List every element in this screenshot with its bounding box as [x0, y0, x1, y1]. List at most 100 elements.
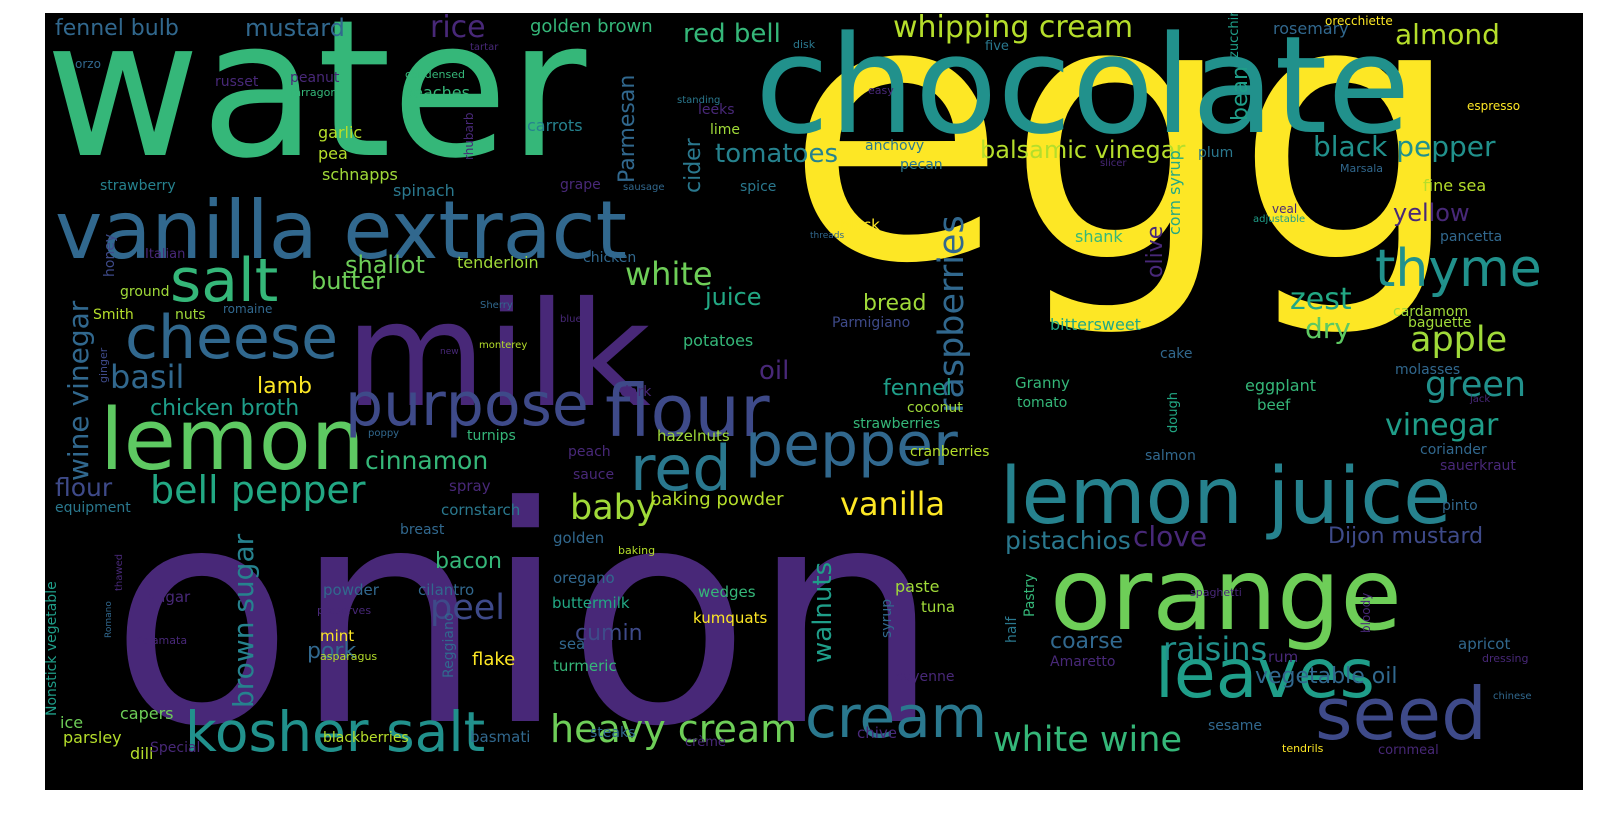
word-spinach: spinach	[393, 181, 455, 200]
word-dill: dill	[130, 744, 154, 763]
word-shallot: shallot	[345, 251, 425, 279]
word-white-wine: white wine	[993, 720, 1182, 760]
word-reggiano: Reggiano	[441, 612, 457, 678]
word-molasses: molasses	[1395, 362, 1461, 378]
word-rosemary: rosemary	[1273, 19, 1349, 38]
word-spaghetti: spaghetti	[1190, 586, 1242, 599]
word-cornstarch: cornstarch	[441, 501, 521, 519]
word-tarragon: tarragon	[290, 86, 338, 99]
word-fine-sea: fine sea	[1423, 176, 1487, 195]
word-sugar: sugar	[148, 588, 191, 606]
word-dark: dark	[620, 384, 652, 400]
word-spray: spray	[449, 477, 491, 495]
word-butter: butter	[311, 267, 385, 295]
word-new: new	[440, 347, 459, 357]
word-orange: orange	[1050, 536, 1402, 653]
word-white: white	[625, 255, 713, 293]
word-sesame: sesame	[1208, 718, 1263, 734]
word-bloody: bloody	[1359, 592, 1373, 633]
word-tuna: tuna	[921, 598, 956, 616]
word-steaks: steaks	[590, 725, 636, 741]
word-blue: blue	[560, 314, 582, 325]
word-clove: clove	[1133, 520, 1208, 553]
word-parmigiano: Parmigiano	[832, 315, 911, 331]
word-baking-powder: baking powder	[650, 489, 784, 510]
word-onion: onion	[110, 443, 941, 790]
word-espresso: espresso	[1467, 99, 1521, 113]
word-spice: spice	[740, 179, 777, 195]
word-adjustable: adjustable	[1253, 214, 1306, 225]
word-corn-syrup: corn syrup	[1165, 150, 1184, 235]
word-mint: mint	[320, 627, 355, 645]
word-easy: easy	[868, 84, 894, 97]
word-lamb: lamb	[257, 374, 312, 399]
word-cream: cream	[805, 683, 988, 751]
word-strawberry: strawberry	[100, 178, 176, 194]
word-cinnamon: cinnamon	[365, 446, 489, 475]
word-peanut: peanut	[290, 70, 340, 86]
word-paste: paste	[895, 577, 940, 596]
word-hazelnuts: hazelnuts	[657, 427, 730, 445]
word-amaretto: Amaretto	[1050, 654, 1116, 670]
word-sauce: sauce	[573, 467, 615, 483]
word-chive: chive	[857, 724, 898, 742]
word-peaches: peaches	[403, 83, 470, 102]
word-dijon-mustard: Dijon mustard	[1328, 524, 1484, 549]
word-orzo: orzo	[75, 57, 101, 71]
word-schnapps: schnapps	[322, 165, 398, 184]
word-sea: sea	[559, 635, 586, 653]
word-poppy: poppy	[368, 428, 400, 439]
word-cumin: cumin	[575, 621, 643, 646]
word-lime: lime	[710, 122, 741, 138]
word-kalamata: Kalamata	[135, 634, 188, 647]
word-powder: powder	[323, 581, 379, 599]
word-zucchini: zucchini	[1227, 13, 1242, 58]
word-condensed: condensed	[405, 68, 465, 81]
word-flake: flake	[472, 649, 516, 670]
word-anchovy: anchovy	[865, 138, 925, 154]
word-sausage: sausage	[623, 182, 665, 193]
word-apricot: apricot	[1458, 635, 1511, 653]
word-shank: shank	[1075, 227, 1123, 246]
word-italian: Italian	[145, 247, 186, 262]
word-chicken: chicken	[583, 250, 637, 266]
word-veal: veal	[1272, 202, 1298, 216]
word-chocolate: chocolate	[755, 13, 1411, 164]
word-nuts: nuts	[175, 307, 206, 323]
word-kosher-salt: kosher salt	[185, 700, 486, 764]
word-pinto: pinto	[1442, 498, 1478, 514]
word-nonstick-vegetable: Nonstick vegetable	[45, 581, 60, 716]
word-cake: cake	[1160, 346, 1193, 362]
word-romano: Romano	[104, 601, 114, 638]
word-syrup: syrup	[879, 598, 895, 638]
word-tartar: tartar	[470, 42, 499, 53]
word-salt: salt	[170, 246, 279, 316]
word-disk: disk	[793, 38, 816, 51]
word-turnips: turnips	[467, 428, 516, 444]
word-thyme: thyme	[1375, 239, 1542, 299]
word-dough: dough	[1166, 392, 1181, 433]
word-cilantro: cilantro	[418, 581, 475, 599]
word-oregano: oregano	[553, 569, 615, 587]
word-wine-vinegar: wine vinegar	[62, 300, 95, 481]
word-black-pepper: black pepper	[1313, 130, 1496, 163]
word-five: five	[985, 39, 1009, 54]
word-raisins: raisins	[1163, 630, 1268, 668]
word-potatoes: potatoes	[683, 331, 754, 350]
word-pastry: Pastry	[1022, 573, 1038, 617]
word-cornmeal: cornmeal	[1378, 743, 1439, 758]
word-vanilla-extract: vanilla extract	[55, 184, 627, 277]
word-strawberries: strawberries	[853, 416, 941, 432]
word-vanilla: vanilla	[840, 485, 946, 523]
word-wedges: wedges	[698, 583, 756, 601]
word-purpose: purpose	[345, 370, 589, 440]
word-fennel: fennel	[883, 376, 952, 401]
word-ice: ice	[60, 713, 84, 732]
word-ground: ground	[120, 284, 170, 300]
word-heavy-cream: heavy cream	[550, 707, 798, 751]
word-coarse: coarse	[1050, 629, 1124, 654]
word-sherry: Sherry	[480, 300, 513, 311]
word-tomatoes: tomatoes	[715, 139, 839, 169]
word-vinegar: vinegar	[1385, 408, 1499, 443]
word-dressing: dressing	[1482, 652, 1529, 665]
